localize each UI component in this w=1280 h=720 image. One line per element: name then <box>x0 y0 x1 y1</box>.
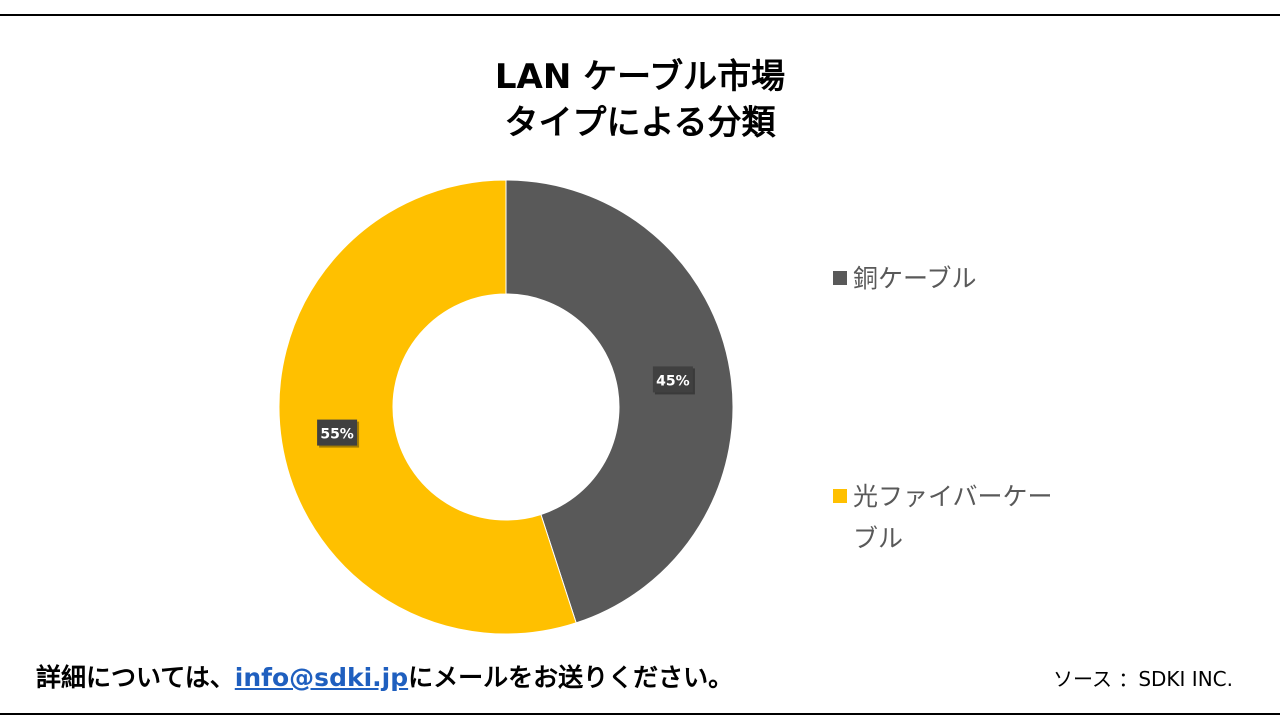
data-label-fiber-box <box>317 419 358 446</box>
data-label-copper-box <box>652 366 693 393</box>
legend-item-copper: 銅ケーブル <box>833 258 977 300</box>
data-label-fiber-text: 55% <box>320 427 354 443</box>
chart-title-line-1: LAN ケーブル市場 <box>494 57 786 97</box>
legend-swatch-copper <box>833 271 847 285</box>
donut-slice-fiber <box>278 179 577 635</box>
source-credit: ソース ：SDKI INC. <box>1052 667 1233 691</box>
top-rule <box>0 14 1280 16</box>
legend-label-copper: 銅ケーブル <box>853 264 977 293</box>
data-label-fiber: 55% <box>317 419 360 448</box>
legend-label-fiber: 光ファイバーケーブル <box>853 482 1053 553</box>
email-link[interactable]: info@sdki.jp <box>234 663 409 692</box>
legend-swatch-fiber <box>833 489 847 503</box>
legend-item-fiber: 光ファイバーケーブル <box>833 476 1053 560</box>
data-label-copper: 45% <box>652 366 695 395</box>
chart-title-line-2: タイプによる分類 <box>504 103 776 143</box>
chart-title: LAN ケーブル市場 タイプによる分類 <box>0 54 1280 146</box>
bottom-rule <box>0 713 1280 715</box>
data-label-copper-text: 45% <box>656 373 690 389</box>
contact-note-prefix: 詳細については、 <box>36 663 235 692</box>
donut-slice-copper <box>505 179 734 624</box>
contact-note-suffix: にメールをお送りください。 <box>408 663 734 692</box>
contact-note: 詳細については、info@sdki.jpにメールをお送りください。 <box>36 660 733 696</box>
